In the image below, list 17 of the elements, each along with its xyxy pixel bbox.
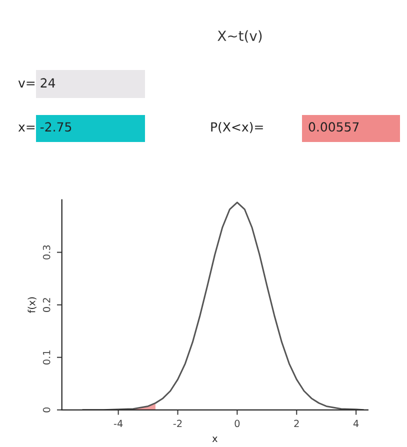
y-tick-label: 0 bbox=[42, 407, 50, 412]
line-series bbox=[82, 202, 364, 410]
text: v= 24 bbox=[18, 78, 56, 88]
x-tick-label: 2 bbox=[294, 420, 299, 428]
y-tick-label: 0.3 bbox=[42, 245, 50, 260]
text: x= -2.75 bbox=[18, 122, 72, 132]
y-tick-label: 0.2 bbox=[42, 298, 50, 312]
x-tick-label: -2 bbox=[173, 420, 182, 428]
x-tick-label: 4 bbox=[353, 420, 359, 428]
x-tick-label: 0 bbox=[234, 420, 240, 428]
y-tick-label: 0.1 bbox=[42, 350, 50, 364]
x-tick-label: -4 bbox=[114, 420, 123, 428]
x-axis-title: x bbox=[212, 436, 218, 442]
text: P(X<x)= bbox=[211, 122, 263, 134]
text: 0.00557 bbox=[308, 122, 359, 132]
y-axis-title: f(x) bbox=[28, 297, 36, 314]
chart-title: X~t(v) bbox=[218, 30, 262, 43]
